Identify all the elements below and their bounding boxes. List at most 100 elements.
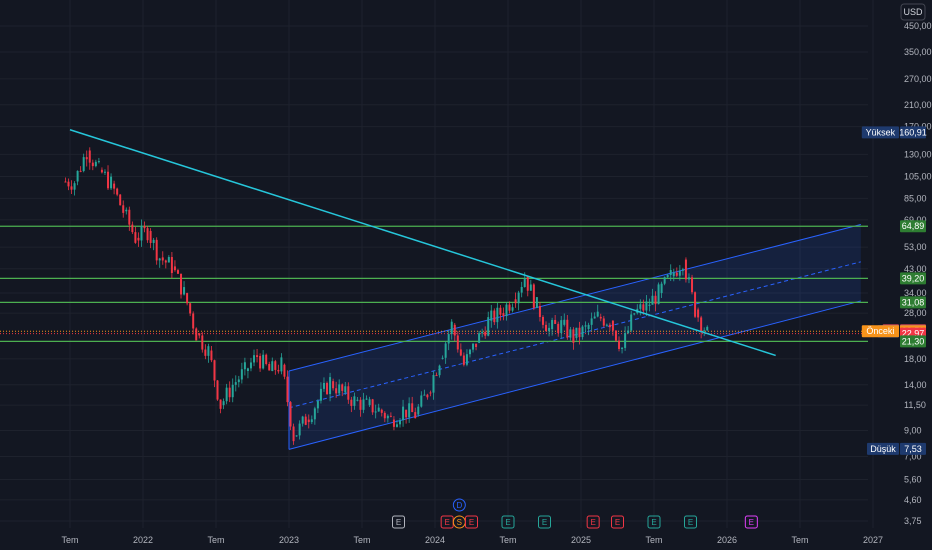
candle-body xyxy=(523,278,526,287)
candle-body xyxy=(514,299,517,304)
candle-body xyxy=(417,406,420,415)
candle-body xyxy=(587,324,590,330)
x-tick-label: 2023 xyxy=(279,535,299,545)
candle-body xyxy=(687,277,690,280)
candle-body xyxy=(630,314,633,331)
candle-body xyxy=(669,270,672,276)
candle-body xyxy=(149,230,152,243)
candle-body xyxy=(706,326,709,331)
channel-upper-line xyxy=(288,223,861,372)
candle-body xyxy=(234,382,237,385)
y-tick-label: 11,50 xyxy=(904,400,926,410)
candle-body xyxy=(116,188,119,195)
candle-body xyxy=(100,169,103,173)
candle-body xyxy=(277,369,280,372)
candle-body xyxy=(684,259,687,280)
candle-body xyxy=(541,316,544,325)
candle-body xyxy=(502,313,505,317)
candle-body xyxy=(79,170,82,172)
currency-selector[interactable]: USD xyxy=(900,3,926,21)
x-tick-label: Tem xyxy=(207,535,224,545)
event-marker-label: E xyxy=(396,518,401,527)
price-tag: 7,53 Düşük xyxy=(867,442,926,455)
candle-body xyxy=(128,209,131,225)
candle-body xyxy=(322,382,325,389)
price-tag-label-box xyxy=(861,126,899,139)
trendline xyxy=(69,129,776,357)
candle-body xyxy=(490,310,493,321)
y-tick-label: 210,00 xyxy=(904,100,932,110)
candle-body xyxy=(122,205,125,213)
price-tags: 160,91Yüksek64,8939,2031,0823,69Al23,51S… xyxy=(861,126,927,455)
candle-body xyxy=(511,307,514,311)
candle-body xyxy=(164,260,167,263)
candle-body xyxy=(675,272,678,276)
time-axis[interactable]: Tem 2022 Tem 2023 Tem 2024 Tem 2025 Tem 2026 Tem 20… xyxy=(61,535,883,545)
candle-body xyxy=(389,415,392,417)
candle-body xyxy=(538,305,541,317)
event-marker-label: E xyxy=(542,518,547,527)
event-marker-box xyxy=(611,515,624,529)
candle-body xyxy=(73,183,76,190)
candle-body xyxy=(155,239,158,261)
candle-body xyxy=(319,388,322,401)
candle-body xyxy=(420,395,423,407)
candle-body xyxy=(642,304,645,311)
y-tick-label: 43,00 xyxy=(904,264,927,274)
candle-body xyxy=(304,416,307,425)
event-marker: E xyxy=(744,515,758,529)
candle-body xyxy=(67,181,70,187)
event-marker-box xyxy=(586,515,600,529)
candle-body xyxy=(651,295,654,305)
x-tick-label: Tem xyxy=(645,535,662,545)
price-tag: 31,08 xyxy=(900,296,926,309)
candle-body xyxy=(459,349,462,356)
event-marker-box xyxy=(684,515,697,529)
y-tick-label: 450,00 xyxy=(904,21,932,31)
price-tag-label: Düşük xyxy=(870,444,896,454)
candle-body xyxy=(161,257,164,261)
candle-body xyxy=(475,343,478,347)
candle-body xyxy=(453,324,456,336)
candle-body xyxy=(259,355,262,369)
x-tick-label: Tem xyxy=(791,535,808,545)
candle-body xyxy=(88,150,91,163)
price-tag: 64,89 xyxy=(900,220,926,233)
candle-body xyxy=(265,354,268,364)
candle-body xyxy=(408,403,411,418)
event-marker-circle xyxy=(452,498,466,512)
candle-body xyxy=(563,319,566,325)
event-marker-box xyxy=(744,515,758,529)
channel-middle-line xyxy=(288,261,861,409)
candle-body xyxy=(329,377,332,395)
price-tag-value: 64,89 xyxy=(902,221,925,231)
candle-body xyxy=(703,330,706,332)
event-marker-label: E xyxy=(688,518,693,527)
candle-body xyxy=(411,403,414,413)
event-marker: E xyxy=(586,515,600,529)
candle-body xyxy=(645,301,648,311)
event-marker-box xyxy=(392,515,405,529)
candle-body xyxy=(180,273,183,295)
candle-body xyxy=(484,331,487,336)
candle-body xyxy=(76,170,79,182)
currency-button xyxy=(900,3,926,21)
candle-body xyxy=(621,347,624,349)
candle-body xyxy=(678,270,681,276)
candle-body xyxy=(499,307,502,315)
candle-body xyxy=(535,297,538,308)
candle-body xyxy=(253,355,256,363)
candle-body xyxy=(468,349,471,355)
candles xyxy=(64,147,709,445)
candle-body xyxy=(335,388,338,394)
price-tag-value: 22,97 xyxy=(902,329,925,339)
candle-body xyxy=(426,394,429,398)
candle-body xyxy=(125,209,128,212)
candle-body xyxy=(517,292,520,304)
regression-channel xyxy=(288,223,861,450)
candle-body xyxy=(216,380,219,400)
candle-body xyxy=(140,226,143,241)
price-tag-value: 21,30 xyxy=(902,336,925,346)
